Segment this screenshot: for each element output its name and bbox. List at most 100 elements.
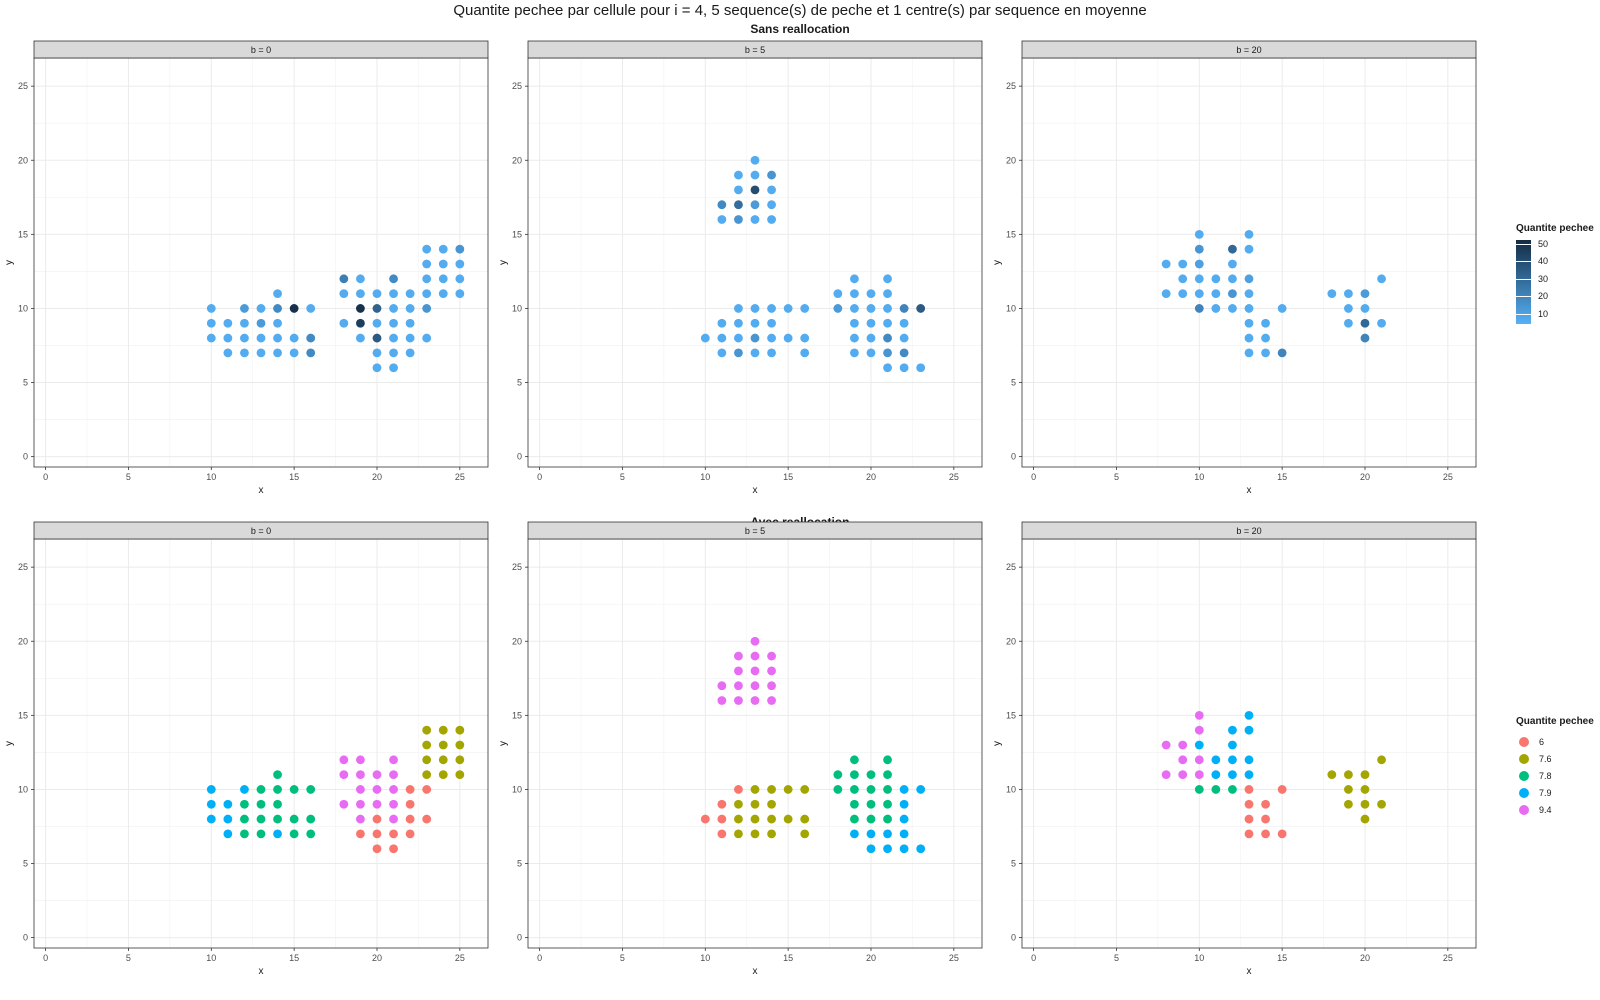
data-point [1244,725,1254,735]
facet-strip [33,40,489,59]
x-tick-label: 5 [620,472,625,482]
data-point [1360,814,1370,824]
panel-background [1022,58,1476,467]
facet-strip [33,521,489,540]
data-point [734,785,743,794]
x-tick-label: 15 [783,472,793,482]
colorbar-label: 50 [1538,238,1549,249]
panel-r1-c2: 0 5 10 15 20 25 0 5 10 15 20 25 b = 20 x y [992,521,1477,977]
data-point [899,363,909,373]
data-point [455,259,465,269]
data-point [405,799,415,809]
x-tick-label: 25 [1443,953,1453,963]
data-point [767,185,776,195]
y-axis-title: y [498,260,509,265]
data-point [717,696,727,705]
data-point [1244,333,1254,343]
data-point [206,304,216,313]
data-point [372,770,382,780]
data-point [1244,799,1254,809]
data-point [750,318,760,328]
data-point [289,829,299,839]
data-point [767,200,776,210]
legend-label: 6 [1539,736,1545,747]
data-point [1261,814,1270,824]
panel-background [1022,539,1476,948]
data-point [767,696,776,705]
data-point [750,681,760,691]
data-point [422,304,432,313]
data-point [866,799,876,809]
data-point [356,333,365,343]
colorbar-tick [1516,296,1531,297]
x-tick-label: 25 [455,472,465,482]
data-point [767,666,776,676]
data-point [899,318,909,328]
data-point [240,829,249,839]
colorbar-tick [1516,313,1531,315]
data-point [734,651,743,661]
data-point [438,274,448,284]
y-tick-label: 5 [517,378,522,388]
data-point [289,333,299,343]
x-tick-label: 20 [866,472,876,482]
data-point [899,799,909,809]
data-point [883,318,892,328]
x-tick-label: 5 [1114,953,1119,963]
data-point [422,725,432,735]
y-tick-label: 10 [18,784,28,794]
chart-title: Quantite pechee par cellule pour i = 4, … [453,2,1147,19]
data-point [767,829,776,839]
data-point [767,785,776,794]
data-point [800,785,810,794]
y-tick-label: 10 [1006,303,1016,313]
data-point [1194,259,1204,269]
data-point [750,170,760,180]
facet-strip-label: b = 5 [745,45,765,55]
data-point [1178,755,1188,765]
data-point [1194,304,1204,313]
data-point [850,814,859,824]
data-point [767,651,776,661]
data-point [916,363,926,373]
x-tick-label: 5 [1114,472,1119,482]
data-point [767,814,776,824]
data-point [883,348,892,358]
panel-background [528,539,982,948]
data-point [372,318,382,328]
data-point [1360,318,1370,328]
data-point [1228,770,1237,780]
data-point [883,289,892,299]
x-tick-label: 25 [949,472,959,482]
data-point [1360,799,1370,809]
data-point [717,348,727,358]
colorbar-label: 10 [1538,308,1549,319]
data-point [438,755,448,765]
data-point [389,785,398,794]
data-point [866,844,876,854]
data-point [1344,289,1353,299]
data-point [883,829,892,839]
data-point [289,304,299,313]
data-point [866,318,876,328]
discrete-legend: Quantite pechee 6 7.6 7.8 7.9 9.4 [1516,716,1594,818]
x-tick-label: 5 [126,953,131,963]
data-point [916,844,926,854]
data-point [767,348,776,358]
y-tick-label: 25 [18,562,28,572]
data-point [850,333,859,343]
data-point [1228,304,1237,313]
data-point [273,785,282,794]
data-point [1327,289,1337,299]
data-point [833,785,843,794]
data-point [389,770,398,780]
data-point [356,289,365,299]
data-point [223,348,233,358]
data-point [767,170,776,180]
legend-swatch [1519,787,1529,798]
data-point [372,348,382,358]
data-point [899,333,909,343]
data-point [1327,770,1337,780]
colorbar-label: 40 [1538,256,1549,266]
x-tick-label: 15 [1277,472,1287,482]
